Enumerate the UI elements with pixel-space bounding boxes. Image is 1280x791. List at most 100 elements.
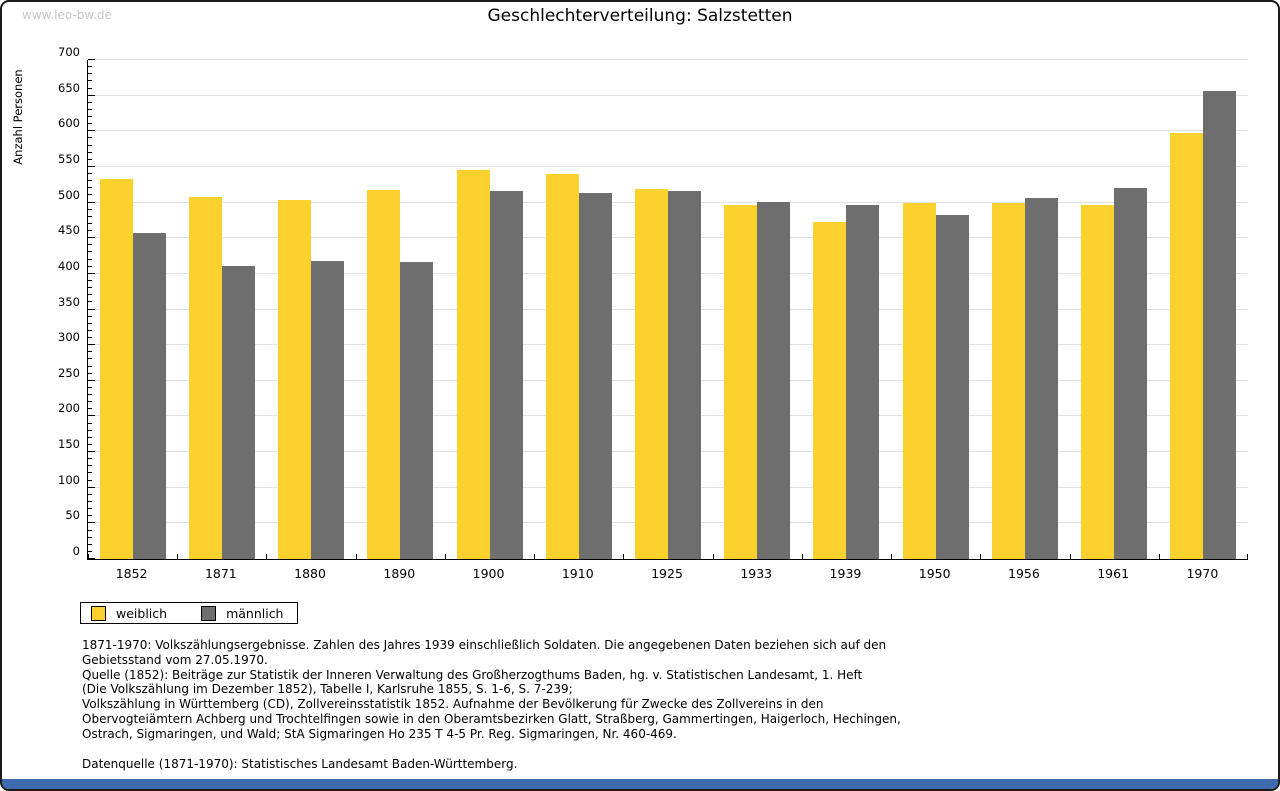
bar-weiblich-1925 [635,189,668,559]
y-tick-label-100: 100 [58,472,80,487]
y-minor-tick [88,529,92,531]
x-tick-label-1852: 1852 [115,566,148,581]
x-tick-label-1890: 1890 [383,566,416,581]
bar-weiblich-1950 [903,203,936,559]
y-minor-tick [88,258,92,260]
y-minor-tick [88,365,92,367]
bar-männlich-1890 [400,262,433,559]
y-tick-label-350: 350 [58,294,80,309]
y-tick-label-200: 200 [58,401,80,416]
y-tick-label-50: 50 [65,508,80,523]
x-tick-label-1933: 1933 [740,566,773,581]
y-minor-tick [88,101,92,103]
y-minor-tick [88,508,92,510]
bar-männlich-1970 [1203,91,1236,559]
y-tick-label-150: 150 [58,437,80,452]
y-tick-label-0: 0 [72,544,80,558]
y-minor-tick [88,208,92,210]
y-minor-tick [88,472,92,474]
legend-label-weiblich: weiblich [116,605,168,621]
legend-swatch-männlich [201,605,217,621]
gridline-650 [88,94,1248,96]
x-tick-label-1939: 1939 [829,566,862,581]
y-minor-tick [88,123,92,125]
y-minor-tick [88,408,92,410]
y-tick-label-650: 650 [58,80,80,95]
footer-line: Gebietsstand vom 27.05.1970. [82,652,268,667]
bar-weiblich-1961 [1081,205,1114,559]
bar-weiblich-1933 [724,205,757,559]
y-minor-tick [88,443,92,445]
y-major-tick [88,272,95,274]
bar-weiblich-1890 [367,190,400,559]
x-tick-label-1925: 1925 [651,566,683,581]
footer-notes: 1871-1970: Volkszählungsergebnisse. Zahl… [82,638,1202,771]
bar-männlich-1956 [1025,198,1058,559]
y-minor-tick [88,244,92,246]
y-minor-tick [88,108,92,110]
y-minor-tick [88,479,92,481]
x-boundary-tick [1247,554,1248,559]
y-minor-tick [88,66,92,68]
x-boundary-tick [177,554,178,559]
y-tick-label-300: 300 [58,330,80,345]
y-major-tick [88,165,95,167]
x-tick-label-1871: 1871 [204,566,237,581]
x-boundary-tick [713,554,714,559]
bar-männlich-1880 [311,261,344,559]
y-minor-tick [88,173,92,175]
x-boundary-tick [1070,554,1071,559]
bar-männlich-1939 [846,205,879,559]
x-boundary-tick [266,554,267,559]
y-major-tick [88,415,95,417]
x-tick-label-1900: 1900 [472,566,505,581]
y-major-tick [88,379,95,381]
gridline-600 [88,130,1248,132]
y-major-tick [88,59,95,60]
y-minor-tick [88,493,92,495]
y-axis-tick-labels: 0 50 100 150 200 250 300 350 400 450 500 550 600 650 7… [2,45,80,559]
bar-männlich-1925 [668,191,701,559]
x-tick-label-1956: 1956 [1008,566,1040,581]
y-major-tick [88,558,95,559]
bar-weiblich-1900 [457,170,490,559]
y-minor-tick [88,144,92,146]
y-major-tick [88,344,95,346]
x-boundary-tick [1159,554,1160,559]
x-tick-label-1970: 1970 [1186,566,1219,581]
x-tick-label-1880: 1880 [294,566,326,581]
x-boundary-tick [980,554,981,559]
x-boundary-tick [356,554,357,559]
y-major-tick [88,486,95,488]
y-minor-tick [88,401,92,403]
y-minor-tick [88,500,92,502]
y-minor-tick [88,429,92,431]
x-boundary-tick [623,554,624,559]
bar-männlich-1910 [579,193,612,559]
y-minor-tick [88,358,92,360]
y-major-tick [88,237,95,239]
bar-männlich-1852 [133,233,166,559]
gridline-700 [88,59,1248,60]
y-minor-tick [88,180,92,182]
y-minor-tick [88,315,92,317]
x-boundary-tick [534,554,535,559]
y-minor-tick [88,158,92,160]
footer-line: Ostrach, Sigmaringen, und Wald; StA Sigm… [82,726,677,741]
y-tick-label-500: 500 [58,187,80,202]
chart-title: Geschlechterverteilung: Salzstetten [487,6,793,26]
y-minor-tick [88,265,92,267]
bar-weiblich-1880 [278,200,311,559]
x-axis-tick-labels: 1852 1871 1880 1890 1900 1910 1925 1933 1939 1950… [87,564,1247,582]
x-tick-label-1961: 1961 [1097,566,1130,581]
bar-weiblich-1939 [813,222,846,559]
y-tick-label-700: 700 [58,45,80,59]
y-major-tick [88,130,95,132]
y-minor-tick [88,550,92,552]
y-minor-tick [88,116,92,118]
y-minor-tick [88,322,92,324]
bottom-accent-bar [2,779,1278,789]
y-major-tick [88,308,95,310]
y-minor-tick [88,372,92,374]
x-boundary-tick [445,554,446,559]
